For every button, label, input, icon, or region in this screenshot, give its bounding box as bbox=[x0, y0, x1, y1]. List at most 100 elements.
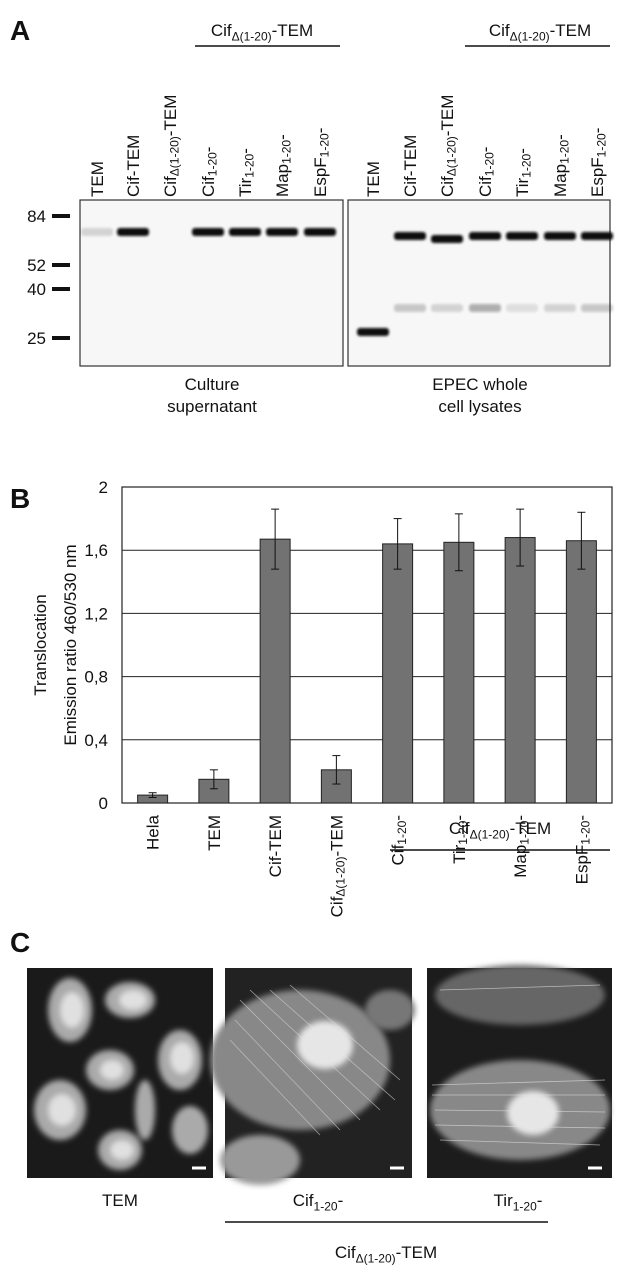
y-tick-label: 2 bbox=[99, 478, 108, 497]
micrograph bbox=[27, 968, 213, 1178]
lane-label: TEM bbox=[88, 161, 107, 197]
label-part: Δ(1-20) bbox=[444, 136, 458, 176]
label-part: 1-20 bbox=[395, 820, 409, 844]
label-part: TEM bbox=[364, 161, 383, 197]
blot-band bbox=[304, 228, 336, 236]
bar bbox=[505, 538, 535, 803]
y-axis-title: Emission ratio 460/530 nm bbox=[61, 544, 80, 745]
label-part: 1-20 bbox=[314, 1199, 338, 1213]
x-tick-label: TEM bbox=[204, 815, 223, 851]
lane-label: TEM bbox=[364, 161, 383, 197]
panel-letter: C bbox=[10, 927, 30, 958]
label-part: -TEM bbox=[510, 819, 552, 838]
blot-band bbox=[394, 304, 426, 312]
x-tick-label: Cif-TEM bbox=[266, 815, 285, 877]
label-part: TEM bbox=[88, 161, 107, 197]
label-part: - bbox=[476, 147, 495, 153]
label-part: Cif bbox=[449, 819, 470, 838]
label-part: TEM bbox=[102, 1191, 138, 1210]
label-part: 1-20 bbox=[579, 820, 593, 844]
label-part: 1-20 bbox=[513, 1199, 537, 1213]
label-part: 1-20 bbox=[279, 140, 293, 164]
label-part: Cif bbox=[293, 1191, 314, 1210]
label-part: Cif-TEM bbox=[266, 815, 285, 877]
label-part: - bbox=[537, 1191, 543, 1210]
label-part: 1-20 bbox=[594, 133, 608, 157]
label-part: Tir bbox=[236, 177, 255, 197]
label-part: Cif-TEM bbox=[124, 135, 143, 197]
label-part: -TEM bbox=[161, 95, 180, 137]
label-part: EspF bbox=[588, 157, 607, 197]
label-part: - bbox=[199, 147, 218, 153]
marker-label: 84 bbox=[27, 207, 46, 226]
blot-band bbox=[81, 228, 113, 236]
marker-label: 25 bbox=[27, 329, 46, 348]
label-part: -TEM bbox=[272, 21, 314, 40]
label-part: Cif bbox=[161, 176, 180, 197]
blot-band bbox=[469, 304, 501, 312]
marker-label: 52 bbox=[27, 256, 46, 275]
y-tick-label: 1,6 bbox=[84, 541, 108, 560]
label-part: - bbox=[273, 134, 292, 140]
panel-letter: B bbox=[10, 483, 30, 514]
label-part: Cif bbox=[211, 21, 232, 40]
x-tick-label: Hela bbox=[143, 814, 162, 850]
blot-band bbox=[394, 232, 426, 240]
label-part: Δ(1-20) bbox=[334, 857, 348, 897]
label-part: Hela bbox=[143, 814, 162, 850]
label-part: 1-20 bbox=[242, 153, 256, 177]
label-part: Cif bbox=[199, 176, 218, 197]
y-tick-label: 0,8 bbox=[84, 668, 108, 687]
label-part: - bbox=[338, 1191, 344, 1210]
label-part: Δ(1-20) bbox=[232, 29, 272, 43]
micrograph bbox=[210, 968, 415, 1185]
label-part: -TEM bbox=[396, 1243, 438, 1262]
blot-band bbox=[506, 232, 538, 240]
label-part: -TEM bbox=[327, 815, 346, 857]
blot-band bbox=[469, 232, 501, 240]
blot-band bbox=[117, 228, 149, 236]
blot bbox=[348, 200, 610, 366]
label-part: Cif bbox=[489, 21, 510, 40]
label-part: Map bbox=[511, 845, 530, 878]
label-part: - bbox=[388, 815, 407, 821]
blot-band bbox=[192, 228, 224, 236]
blot-band bbox=[506, 304, 538, 312]
lane-label: Cif-TEM bbox=[124, 135, 143, 197]
label-part: Tir bbox=[449, 844, 468, 864]
label-part: EspF bbox=[572, 845, 591, 885]
blot-band bbox=[229, 228, 261, 236]
blot-band bbox=[431, 235, 463, 243]
label-part: 1-20 bbox=[519, 153, 533, 177]
label-part: Map bbox=[551, 164, 570, 197]
label-part: EspF bbox=[311, 157, 330, 197]
label-part: Cif bbox=[327, 896, 346, 917]
panel-letter: A bbox=[10, 15, 30, 46]
blot-caption: EPEC whole bbox=[432, 375, 527, 394]
label-part: - bbox=[588, 128, 607, 134]
label-part: Cif bbox=[335, 1243, 356, 1262]
label-part: - bbox=[311, 128, 330, 134]
micrograph bbox=[427, 965, 612, 1178]
label-part: Δ(1-20) bbox=[356, 1251, 396, 1265]
label-part: 1-20 bbox=[205, 152, 219, 176]
blot bbox=[80, 200, 343, 366]
figure: A B C bbox=[0, 0, 619, 1282]
y-tick-label: 0,4 bbox=[84, 731, 108, 750]
blot-band bbox=[266, 228, 298, 236]
blot-band bbox=[581, 304, 613, 312]
blot-band bbox=[431, 304, 463, 312]
bar bbox=[566, 541, 596, 803]
blot-band bbox=[581, 232, 613, 240]
label-part: - bbox=[572, 815, 591, 821]
lane-label: Cif-TEM bbox=[401, 135, 420, 197]
label-part: Cif bbox=[388, 844, 407, 865]
label-part: -TEM bbox=[550, 21, 592, 40]
bar bbox=[383, 544, 413, 803]
bar bbox=[444, 542, 474, 803]
label-part: Cif bbox=[438, 176, 457, 197]
blot-caption: Culture bbox=[185, 375, 240, 394]
label-part: 1-20 bbox=[482, 152, 496, 176]
label-part: TEM bbox=[204, 815, 223, 851]
label-part: - bbox=[513, 148, 532, 154]
